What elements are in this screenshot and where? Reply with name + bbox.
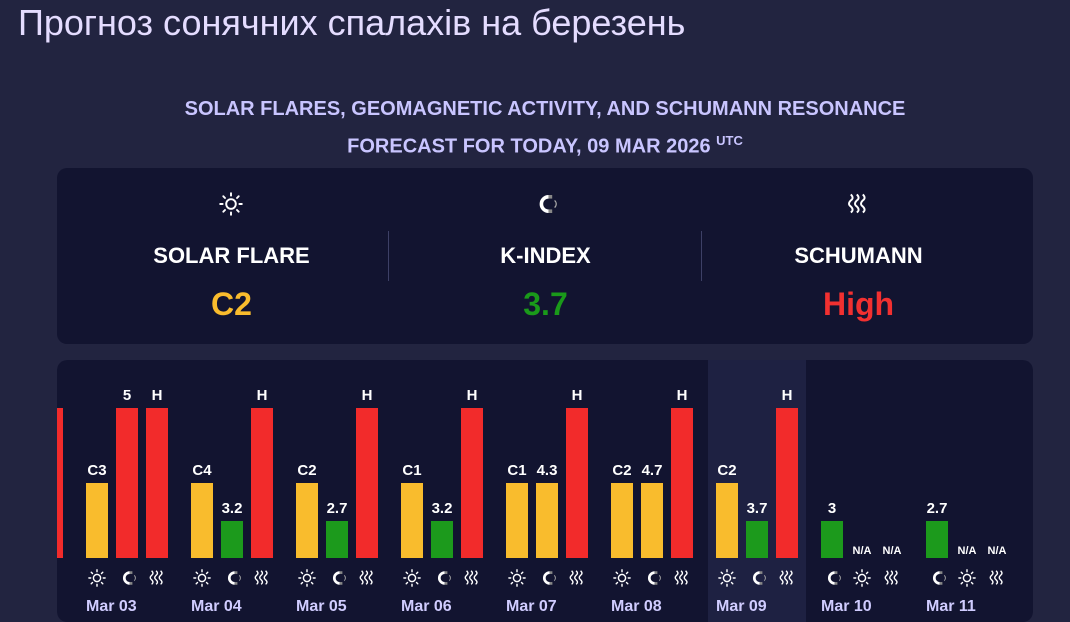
date-label: Mar 11 bbox=[926, 598, 976, 615]
level-bar bbox=[191, 483, 213, 558]
date-label: Mar 10 bbox=[821, 598, 872, 615]
heading-text: FORECAST FOR TODAY, 09 MAR 2026 bbox=[347, 135, 711, 158]
bar-label: 2.7 bbox=[927, 500, 948, 517]
bar-label: C2 bbox=[717, 462, 736, 479]
level-bar bbox=[746, 521, 768, 558]
date-label: Mar 09 bbox=[716, 598, 767, 615]
forecast-heading: SOLAR FLARES, GEOMAGNETIC ACTIVITY, AND … bbox=[0, 94, 1070, 163]
bar-label: H bbox=[152, 387, 163, 404]
level-bar bbox=[671, 408, 693, 558]
level-bar bbox=[926, 521, 948, 558]
daily-strip: H C3 5 H Mar 03 C4 3.2 H Mar 04 C2 2.7 H Mar 05 C1 3.2… bbox=[57, 360, 1033, 622]
date-label: Mar 03 bbox=[86, 598, 137, 615]
level-bar bbox=[611, 483, 633, 558]
k-index-section: K-INDEX 3.7 bbox=[383, 168, 708, 344]
sun-icon bbox=[219, 192, 243, 216]
bar-label: H bbox=[677, 387, 688, 404]
level-bar bbox=[86, 483, 108, 558]
divider bbox=[388, 231, 389, 281]
level-bar bbox=[431, 521, 453, 558]
level-bar bbox=[461, 408, 483, 558]
bar-label: 2.7 bbox=[327, 500, 348, 517]
solar-flare-section: SOLAR FLARE C2 bbox=[69, 168, 394, 344]
bar-label: C1 bbox=[507, 462, 526, 479]
na-label: N/A bbox=[883, 545, 902, 557]
date-label: Mar 04 bbox=[191, 598, 242, 615]
level-bar bbox=[536, 483, 558, 558]
level-bar bbox=[776, 408, 798, 558]
today-card: SOLAR FLARE C2 K-INDEX 3.7 SCHUMANN High bbox=[57, 168, 1033, 344]
bar-label: 3.2 bbox=[222, 500, 243, 517]
level-bar bbox=[401, 483, 423, 558]
bar-label: H bbox=[467, 387, 478, 404]
section-label: K-INDEX bbox=[500, 243, 591, 268]
bar-label: 3.2 bbox=[432, 500, 453, 517]
bar-label: 4.7 bbox=[642, 462, 663, 479]
section-value: High bbox=[822, 286, 895, 322]
page-title: Прогноз сонячних спалахів на березень bbox=[18, 2, 686, 43]
bar-label: 5 bbox=[123, 387, 131, 404]
level-bar bbox=[251, 408, 273, 558]
section-value: C2 bbox=[211, 286, 252, 322]
bar-label: H bbox=[362, 387, 373, 404]
waves-icon bbox=[848, 193, 866, 214]
bar-label: C4 bbox=[192, 462, 212, 479]
date-label: Mar 08 bbox=[611, 598, 662, 615]
level-bar bbox=[326, 521, 348, 558]
bar-label: H bbox=[782, 387, 793, 404]
bar-label: H bbox=[572, 387, 583, 404]
timezone: UTC bbox=[716, 133, 743, 148]
bar-label: 4.3 bbox=[537, 462, 558, 479]
date-label: Mar 07 bbox=[506, 598, 557, 615]
section-label: SOLAR FLARE bbox=[153, 243, 310, 268]
date-label: Mar 05 bbox=[296, 598, 347, 615]
bar-label: 3 bbox=[828, 500, 836, 517]
heading-line: FORECAST FOR TODAY, 09 MAR 2026 UTC bbox=[0, 125, 1070, 163]
level-bar bbox=[146, 408, 168, 558]
bar-label: C2 bbox=[612, 462, 631, 479]
level-bar bbox=[716, 483, 738, 558]
bar-label: C3 bbox=[87, 462, 106, 479]
section-label: SCHUMANN bbox=[794, 243, 923, 268]
bar-label: H bbox=[257, 387, 268, 404]
level-bar bbox=[116, 408, 138, 558]
na-label: N/A bbox=[958, 545, 977, 557]
magnet-icon bbox=[539, 195, 559, 213]
level-bar bbox=[57, 408, 63, 558]
na-label: N/A bbox=[988, 545, 1007, 557]
level-bar bbox=[641, 483, 663, 558]
level-bar bbox=[506, 483, 528, 558]
level-bar bbox=[821, 521, 843, 558]
bar-label: C1 bbox=[402, 462, 421, 479]
level-bar bbox=[566, 408, 588, 558]
level-bar bbox=[296, 483, 318, 558]
bar-label: 3.7 bbox=[747, 500, 768, 517]
bar-label: C2 bbox=[297, 462, 316, 479]
na-label: N/A bbox=[853, 545, 872, 557]
level-bar bbox=[356, 408, 378, 558]
schumann-section: SCHUMANN High bbox=[696, 168, 1021, 344]
section-value: 3.7 bbox=[523, 286, 568, 322]
divider bbox=[701, 231, 702, 281]
date-label: Mar 06 bbox=[401, 598, 452, 615]
heading-line: SOLAR FLARES, GEOMAGNETIC ACTIVITY, AND … bbox=[184, 98, 906, 120]
level-bar bbox=[221, 521, 243, 558]
